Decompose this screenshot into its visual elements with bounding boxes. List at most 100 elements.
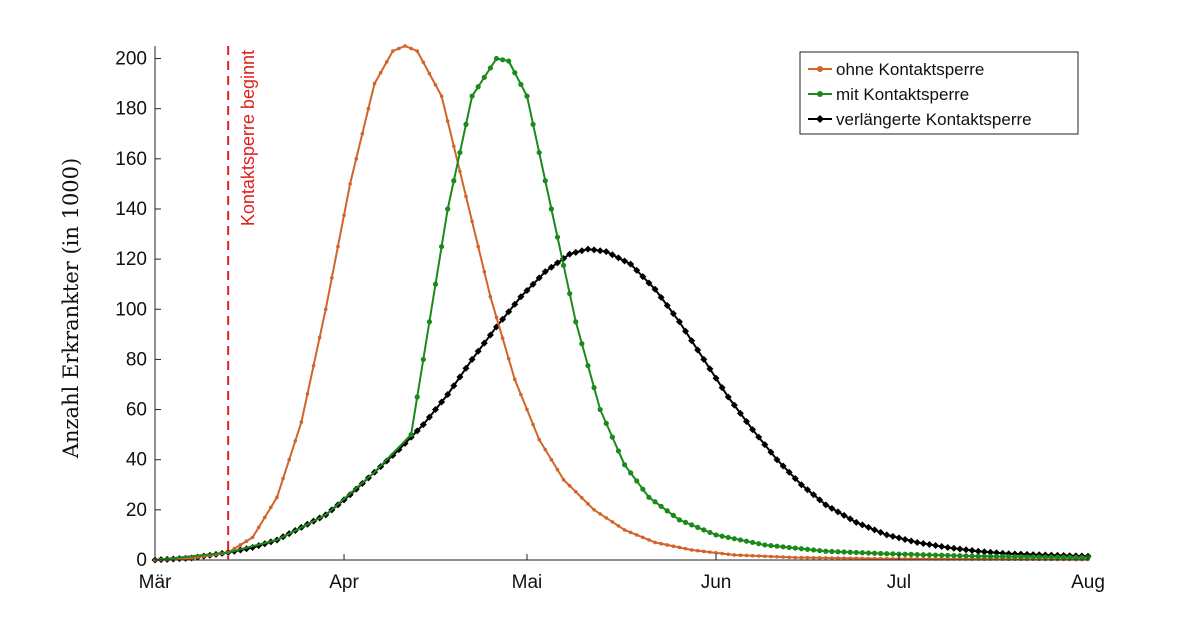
data-point [847, 549, 853, 555]
data-point [688, 337, 696, 345]
y-tick-label: 60 [126, 400, 147, 421]
data-point [433, 83, 438, 87]
data-point [628, 530, 633, 535]
data-point [505, 308, 513, 316]
data-point [791, 475, 799, 483]
data-point [726, 552, 731, 557]
data-point [1024, 554, 1030, 560]
data-point [702, 549, 706, 554]
data-point [968, 546, 976, 554]
data-point [561, 477, 566, 482]
data-point [627, 260, 635, 268]
data-point [232, 546, 237, 551]
data-point [602, 248, 610, 256]
data-point [866, 556, 871, 561]
data-point [871, 550, 878, 556]
data-point [962, 546, 970, 554]
data-point [785, 468, 793, 476]
data-point [908, 551, 914, 558]
data-point [585, 363, 591, 369]
data-point [695, 548, 700, 553]
data-point [932, 541, 940, 549]
data-point [512, 377, 517, 382]
data-point [311, 363, 316, 368]
data-point [682, 519, 689, 525]
data-point [426, 319, 433, 325]
data-point [579, 341, 585, 347]
data-point [572, 248, 580, 256]
data-point [256, 525, 261, 530]
data-point [1073, 554, 1079, 560]
data-point [677, 545, 682, 550]
plot-area [151, 44, 1092, 564]
data-point [664, 508, 670, 514]
data-point [919, 539, 927, 547]
data-point [669, 310, 677, 318]
legend-label: verlängerte Kontaktsperre [836, 110, 1032, 129]
data-point [463, 121, 469, 127]
data-point [835, 549, 841, 555]
data-point [689, 548, 694, 552]
data-point [560, 262, 567, 268]
data-point [427, 71, 432, 76]
data-point [548, 206, 554, 212]
data-point [603, 420, 609, 426]
data-point [823, 548, 829, 554]
legend-label: ohne Kontaktsperre [836, 60, 984, 79]
legend: ohne Kontaktsperre mit Kontaktsperre verlä… [799, 51, 1079, 135]
y-tick-label: 80 [126, 349, 147, 370]
data-point [647, 538, 651, 542]
data-point [330, 276, 334, 280]
data-point [1006, 553, 1012, 560]
data-point [714, 551, 718, 555]
data-point [842, 556, 846, 560]
y-tick-label: 180 [115, 99, 147, 120]
data-point [384, 60, 389, 64]
data-point [925, 540, 933, 548]
data-point [676, 517, 683, 523]
data-point [541, 268, 549, 276]
data-point [597, 406, 603, 413]
data-point [542, 178, 548, 184]
data-point [762, 542, 768, 548]
data-point [524, 93, 530, 99]
data-point [743, 417, 751, 425]
data-point [877, 528, 885, 536]
data-point [293, 439, 298, 443]
data-point [663, 302, 671, 310]
data-point [858, 521, 866, 529]
data-point [537, 437, 541, 442]
data-point [615, 448, 622, 454]
data-point [708, 550, 712, 554]
data-point [986, 548, 994, 556]
data-point [536, 149, 542, 156]
data-point [622, 528, 627, 532]
data-point [525, 407, 529, 412]
data-point [853, 549, 859, 556]
data-point [786, 544, 792, 551]
data-point [621, 257, 629, 265]
data-point [811, 555, 816, 560]
data-point [409, 46, 413, 51]
data-point [281, 476, 285, 481]
data-point [493, 55, 500, 62]
data-point [609, 434, 615, 440]
data-point [871, 526, 879, 534]
data-point [474, 347, 482, 355]
data-point [1036, 554, 1042, 560]
data-point [884, 551, 890, 557]
data-point [621, 462, 628, 468]
data-point [671, 544, 676, 549]
data-point [657, 293, 665, 301]
data-point [890, 551, 896, 557]
data-point [456, 373, 464, 381]
x-tick-label: Jul [887, 572, 911, 593]
data-point [822, 501, 830, 509]
legend-box [799, 51, 1079, 135]
data-point [768, 542, 774, 549]
x-tick-label: Mai [512, 572, 543, 593]
data-point [645, 279, 653, 287]
data-point [523, 286, 531, 294]
data-point [694, 346, 702, 354]
data-point [834, 508, 842, 516]
